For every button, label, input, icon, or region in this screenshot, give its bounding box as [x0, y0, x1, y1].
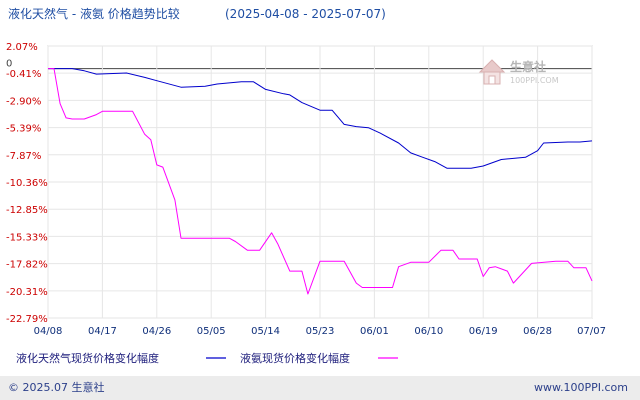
- footer-copyright: © 2025.07 生意社: [8, 380, 104, 394]
- legend-label-lng: 液化天然气现货价格变化幅度: [16, 351, 159, 365]
- y-tick-label: -5.39%: [6, 124, 41, 135]
- watermark-url: 100PPI.COM: [510, 76, 559, 85]
- y-tick-label: -12.85%: [6, 205, 48, 216]
- x-tick-label: 06/10: [414, 326, 443, 337]
- x-tick-label: 04/08: [34, 326, 63, 337]
- x-tick-label: 05/05: [197, 326, 226, 337]
- y-tick-label: -17.82%: [6, 260, 48, 271]
- y-axis-ticks: 2.07% -0.41% -2.90% -5.39% -7.87% -10.36% -12.…: [6, 42, 48, 325]
- grid-lines: [47, 45, 593, 319]
- legend-label-ammonia: 液氨现货价格变化幅度: [240, 351, 350, 365]
- x-axis-ticks: 04/08 04/17 04/26 05/05 05/14 05/23 06/01 06/10…: [34, 326, 606, 337]
- legend: 液化天然气现货价格变化幅度 液氨现货价格变化幅度: [16, 351, 398, 365]
- watermark-name: 生意社: [510, 59, 546, 74]
- x-tick-label: 07/07: [577, 326, 606, 337]
- y-tick-label: -0.41%: [6, 69, 41, 80]
- x-tick-label: 05/23: [306, 326, 335, 337]
- x-tick-label: 05/14: [251, 326, 280, 337]
- y-tick-label: -15.33%: [6, 232, 48, 243]
- y-tick-label: -20.31%: [6, 287, 48, 298]
- y-tick-label: -7.87%: [6, 151, 41, 162]
- chart-title: 液化天然气 - 液氨 价格趋势比较: [8, 6, 180, 21]
- series-line-lng: [48, 68, 593, 169]
- legend-item-ammonia: 液氨现货价格变化幅度: [240, 351, 398, 365]
- y-tick-label: -22.79%: [6, 314, 48, 325]
- x-tick-label: 04/26: [142, 326, 171, 337]
- legend-item-lng: 液化天然气现货价格变化幅度: [16, 351, 226, 365]
- house-icon: [478, 59, 506, 85]
- x-tick-label: 06/01: [360, 326, 389, 337]
- chart-date-range: (2025-04-08 - 2025-07-07): [225, 7, 386, 21]
- watermark-logo: 生意社 100PPI.COM: [478, 59, 559, 85]
- footer-bar: [0, 376, 640, 400]
- x-tick-label: 06/28: [523, 326, 552, 337]
- zero-tick-label: 0: [6, 59, 12, 70]
- series-group: [48, 68, 593, 295]
- y-tick-label: 2.07%: [6, 42, 38, 53]
- y-tick-label: -2.90%: [6, 96, 41, 107]
- y-tick-label: -10.36%: [6, 178, 48, 189]
- series-line-ammonia: [48, 68, 593, 295]
- x-tick-label: 06/19: [469, 326, 498, 337]
- x-tick-label: 04/17: [88, 326, 117, 337]
- footer-website: www.100PPI.com: [534, 381, 628, 394]
